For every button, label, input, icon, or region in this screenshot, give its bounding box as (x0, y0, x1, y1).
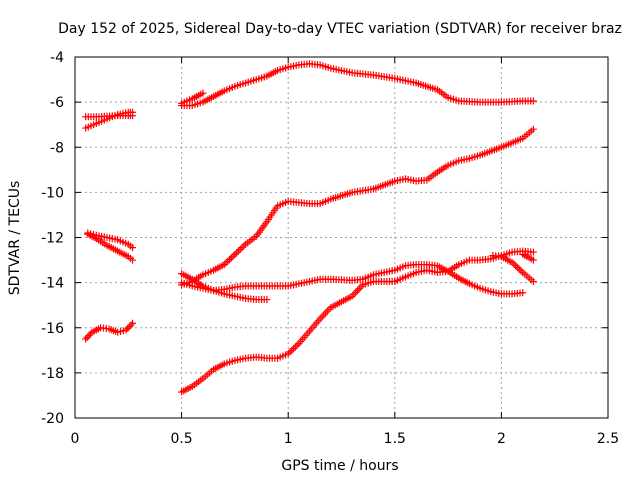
data-point (227, 254, 235, 262)
data-point (240, 242, 248, 250)
data-point (86, 330, 94, 338)
data-point (129, 319, 137, 327)
data-point (199, 89, 207, 97)
y-tick-label: -4 (50, 50, 64, 66)
y-tick-label: -8 (50, 140, 64, 156)
data-point (129, 108, 137, 116)
data-point (512, 262, 520, 270)
data-point (291, 343, 299, 351)
x-tick-label: 2.5 (597, 431, 619, 447)
x-axis-title: GPS time / hours (281, 458, 398, 474)
data-point (231, 250, 239, 258)
y-axis-title: SDTVAR / TECUs (7, 181, 23, 296)
y-tick-label: -20 (41, 411, 64, 427)
series-trace-5 (82, 319, 137, 343)
data-point (236, 245, 244, 253)
y-tick-label: -10 (41, 185, 64, 201)
axis-ticks (74, 56, 609, 419)
data-point (226, 255, 234, 263)
series-trace-10 (178, 261, 527, 298)
series-trace-2 (82, 108, 137, 132)
data-point (263, 296, 271, 304)
y-tick-label: -16 (41, 321, 64, 337)
data-point (82, 335, 90, 343)
y-tick-label: -18 (41, 366, 64, 382)
data-point (122, 326, 130, 334)
chart-title: Day 152 of 2025, Sidereal Day-to-day VTE… (58, 21, 622, 37)
series-trace-7 (178, 60, 537, 110)
data-point (129, 256, 137, 264)
data-point (238, 244, 246, 252)
x-tick-label: 0 (71, 431, 80, 447)
data-point (125, 323, 133, 331)
tick-labels: 0 0.5 1 1.5 2 2.5 -20 -18 -16 -14 -12 -10 -8 -6 -4 (41, 50, 619, 447)
data-point (124, 324, 132, 332)
x-tick-label: 0.5 (170, 431, 192, 447)
grid-lines (75, 57, 608, 418)
data-point (529, 256, 537, 264)
data-point (529, 125, 537, 133)
data-point (83, 333, 91, 341)
data-point (519, 289, 527, 297)
x-tick-label: 2 (497, 431, 506, 447)
data-point (517, 267, 525, 275)
data-point (127, 321, 135, 329)
data-point (529, 248, 537, 256)
y-tick-label: -14 (41, 276, 64, 292)
data-point (229, 252, 237, 260)
data-point (290, 345, 298, 353)
data-point (85, 332, 93, 340)
data-point (529, 277, 537, 285)
data-point (529, 97, 537, 105)
series-trace-8 (178, 125, 537, 289)
data-points (82, 60, 537, 396)
data-point (513, 263, 521, 271)
series-trace-13 (519, 250, 537, 264)
data-point (288, 346, 296, 354)
data-point (293, 341, 301, 349)
data-point (129, 244, 137, 252)
data-point (515, 265, 523, 273)
series-trace-12 (489, 252, 537, 285)
y-tick-label: -6 (50, 95, 64, 111)
x-tick-label: 1 (284, 431, 293, 447)
data-point (224, 257, 232, 265)
data-point (233, 249, 241, 257)
x-tick-label: 1.5 (384, 431, 406, 447)
data-point (234, 247, 242, 255)
y-tick-label: -12 (41, 231, 64, 247)
series-trace-4 (84, 230, 137, 264)
